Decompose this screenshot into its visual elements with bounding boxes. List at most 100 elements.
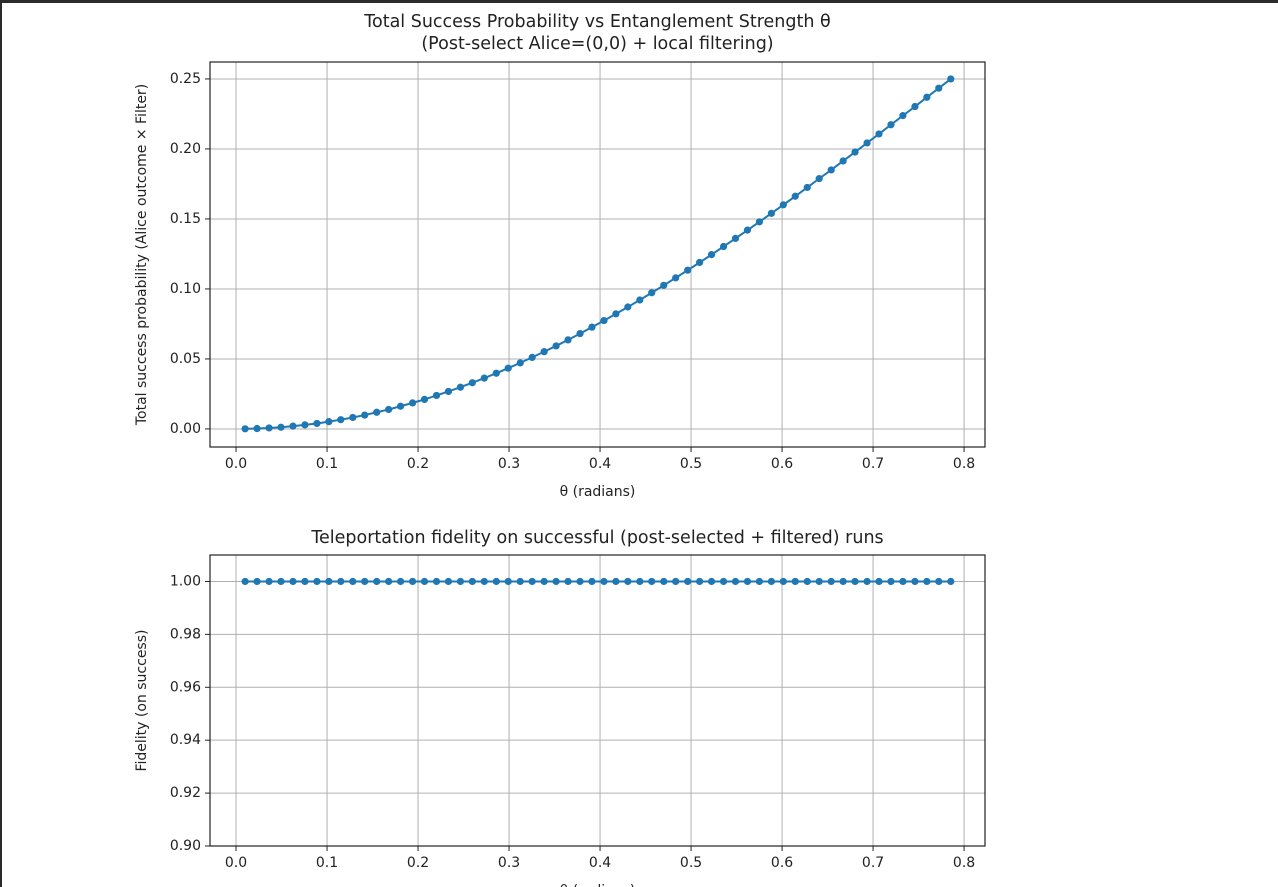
data-point (241, 577, 249, 586)
data-point (827, 166, 835, 174)
data-point (289, 422, 297, 430)
data-point (863, 577, 871, 586)
data-point (648, 289, 656, 297)
chart-subtitle: (Post-select Alice=(0,0) + local filteri… (421, 34, 773, 54)
data-point (624, 303, 632, 311)
data-point (767, 577, 776, 586)
y-tick-label: 0.00 (170, 421, 201, 437)
data-point (253, 424, 261, 433)
data-point (504, 364, 512, 372)
y-tick-label: 0.96 (170, 679, 201, 695)
y-tick-label: 0.90 (170, 838, 201, 854)
data-point (396, 577, 405, 586)
data-point (432, 391, 441, 400)
x-tick-label: 0.3 (498, 855, 520, 871)
data-point (480, 374, 488, 382)
data-point (552, 577, 560, 586)
data-point (588, 323, 596, 331)
data-point (875, 130, 883, 138)
data-point (444, 387, 453, 396)
x-axis-label: θ (radians) (560, 883, 636, 887)
data-point (851, 577, 859, 586)
data-point (648, 577, 656, 586)
data-point (361, 411, 369, 419)
data-point (803, 577, 811, 586)
data-point (540, 577, 548, 586)
x-tick-label: 0.3 (498, 456, 520, 472)
data-point (731, 234, 740, 242)
y-tick-label: 0.05 (170, 351, 201, 367)
plot-frame (209, 61, 986, 448)
data-point (313, 419, 321, 428)
x-tick-label: 0.5 (680, 855, 702, 871)
data-point (528, 353, 536, 361)
data-point (731, 577, 740, 586)
x-tick-label: 0.5 (680, 456, 702, 472)
data-point (600, 316, 608, 325)
data-point (564, 577, 572, 586)
data-point (743, 226, 752, 234)
data-point (301, 421, 309, 429)
data-point (827, 577, 835, 586)
data-point (277, 423, 285, 431)
data-point (432, 577, 441, 586)
data-point (337, 416, 345, 424)
x-tick-label: 0.6 (771, 456, 793, 472)
data-point (875, 577, 883, 586)
chart-title: Teleportation fidelity on successful (po… (310, 528, 883, 548)
data-point (492, 577, 500, 586)
data-point (444, 577, 453, 586)
data-point (265, 424, 273, 432)
data-point (911, 102, 919, 111)
data-point (923, 577, 931, 586)
data-point (456, 577, 465, 586)
x-tick-label: 0.8 (953, 456, 975, 472)
data-point (887, 577, 895, 586)
data-point (696, 577, 704, 586)
x-tick-label: 0.8 (953, 855, 975, 871)
data-point (277, 577, 285, 586)
x-tick-label: 0.0 (225, 855, 247, 871)
data-point (528, 577, 536, 586)
data-point (373, 577, 381, 586)
data-point (863, 139, 871, 147)
data-point (540, 348, 548, 356)
data-point (385, 577, 393, 586)
data-point (325, 577, 333, 586)
data-point (719, 242, 728, 251)
data-point (516, 577, 524, 586)
data-point (313, 577, 321, 586)
x-tick-label: 0.0 (225, 456, 247, 472)
data-point (719, 577, 728, 586)
data-point (624, 577, 632, 586)
data-point (923, 93, 931, 101)
x-tick-label: 0.4 (589, 456, 611, 472)
x-tick-label: 0.1 (316, 855, 338, 871)
data-point (456, 383, 465, 391)
data-point (396, 402, 405, 410)
data-point (899, 112, 907, 120)
y-tick-label: 0.98 (170, 626, 201, 642)
data-point (468, 577, 476, 586)
data-point (755, 218, 763, 226)
window-frame-top (0, 0, 1278, 3)
y-tick-label: 0.92 (170, 785, 201, 801)
data-point (361, 577, 369, 586)
data-point (887, 121, 895, 129)
data-point (576, 330, 584, 338)
data-point (612, 577, 620, 586)
data-point (779, 577, 787, 586)
data-point (672, 577, 680, 586)
data-point (612, 310, 620, 318)
data-point (791, 192, 799, 200)
data-point (349, 577, 357, 586)
data-point (696, 258, 704, 267)
data-point (420, 577, 429, 586)
data-point (504, 577, 512, 586)
data-point (349, 413, 357, 422)
y-tick-label: 0.15 (170, 211, 201, 227)
x-axis-label: θ (radians) (560, 484, 636, 500)
y-tick-label: 0.25 (170, 71, 201, 87)
data-point (552, 342, 560, 350)
